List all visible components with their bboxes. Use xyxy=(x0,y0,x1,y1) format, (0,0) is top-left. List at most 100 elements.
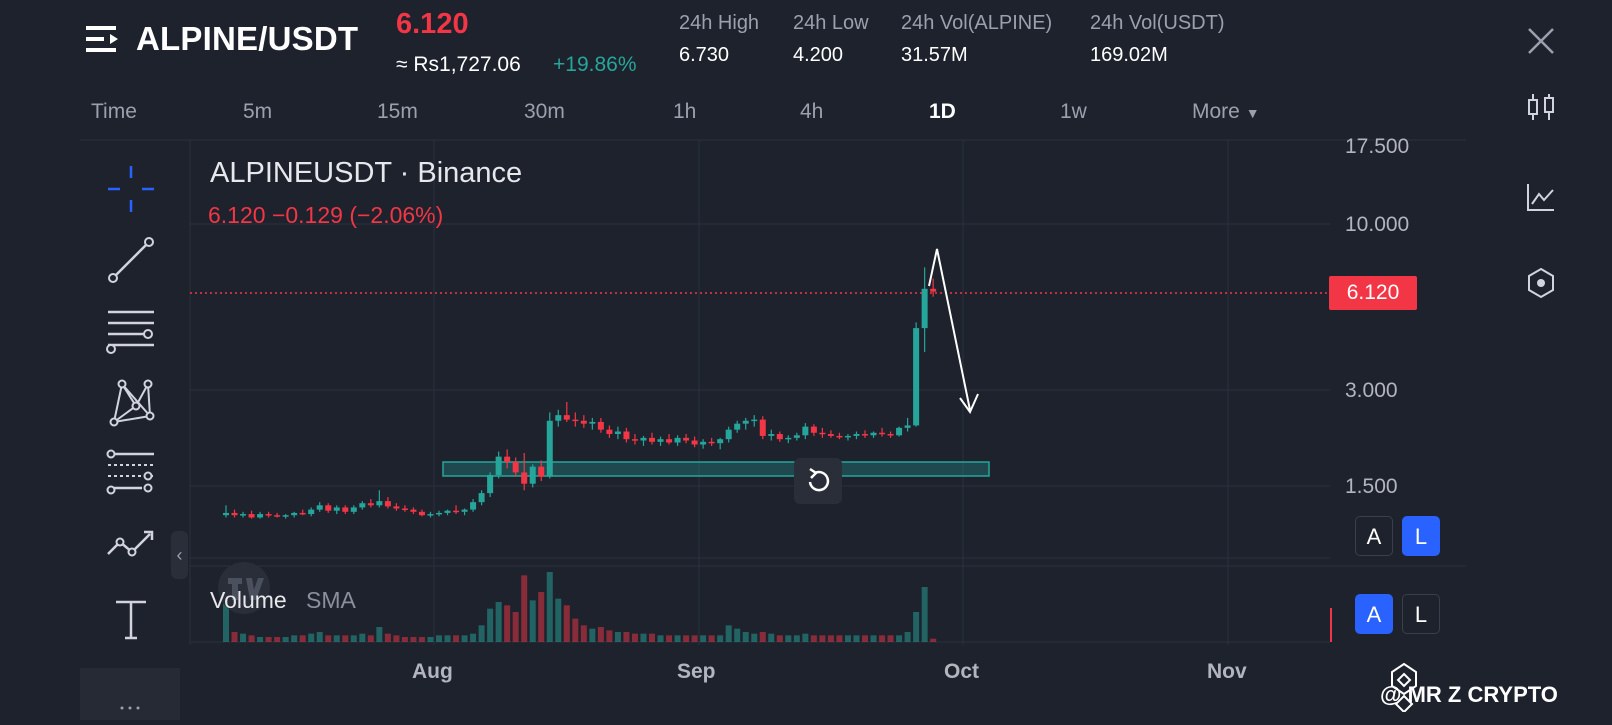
volume-bar xyxy=(538,592,545,642)
tf-15m[interactable]: 15m xyxy=(377,100,418,123)
volume-bar xyxy=(742,632,749,642)
volume-log-scale-button[interactable]: L xyxy=(1402,594,1440,634)
price-auto-scale-button[interactable]: A xyxy=(1355,516,1393,556)
volume-bar xyxy=(333,635,340,642)
tf-5m[interactable]: 5m xyxy=(243,100,273,123)
candle xyxy=(768,434,775,436)
candle xyxy=(691,440,698,445)
candle xyxy=(640,437,647,441)
candle xyxy=(862,434,868,436)
candle xyxy=(666,439,673,443)
volume-bar xyxy=(580,625,587,642)
tf-30m[interactable]: 30m xyxy=(524,100,565,123)
pair-title[interactable]: ALPINE/USDT xyxy=(136,20,359,57)
candle xyxy=(308,509,315,515)
candle xyxy=(734,423,741,430)
tf-time[interactable]: Time xyxy=(91,100,137,123)
stat-label-low: 24h Low xyxy=(793,12,869,34)
volume-bar xyxy=(691,635,698,642)
candle xyxy=(623,431,630,440)
volume-bars xyxy=(223,572,937,642)
volume-bar xyxy=(436,635,442,642)
volume-bar xyxy=(350,635,357,642)
candle xyxy=(453,510,460,513)
pattern-icon[interactable] xyxy=(104,376,158,430)
volume-bar xyxy=(504,605,511,642)
candle xyxy=(683,437,690,441)
stat-value-high: 6.730 xyxy=(679,44,730,66)
volume-bar xyxy=(274,637,281,642)
candle xyxy=(384,501,391,507)
collapse-toolbar-button[interactable]: ‹ xyxy=(171,531,188,579)
candle xyxy=(495,456,502,475)
volume-bar xyxy=(717,635,724,642)
close-icon[interactable] xyxy=(1524,24,1558,58)
candle xyxy=(887,434,894,436)
tf-more[interactable]: More ▼ xyxy=(1192,100,1260,124)
tf-4h[interactable]: 4h xyxy=(800,100,824,123)
chart-ohlc-change: 6.120 −0.129 (−2.06%) xyxy=(208,202,444,228)
y-tick: 3.000 xyxy=(1345,379,1398,402)
candle xyxy=(470,502,477,510)
y-tick: 10.000 xyxy=(1345,213,1410,236)
tf-1w[interactable]: 1w xyxy=(1060,100,1087,123)
menu-icon[interactable] xyxy=(86,24,122,56)
tf-1d[interactable]: 1D xyxy=(929,100,956,123)
settings-hex-icon[interactable] xyxy=(1524,266,1558,300)
x-tick: Sep xyxy=(677,660,716,683)
volume-bar xyxy=(606,630,613,642)
candle xyxy=(248,514,255,518)
tf-1h[interactable]: 1h xyxy=(673,100,697,123)
volume-bar xyxy=(248,635,255,642)
candle xyxy=(563,415,570,420)
toolbar-more[interactable] xyxy=(79,668,180,725)
forecast-icon[interactable] xyxy=(104,520,158,574)
candle xyxy=(265,514,272,516)
candle xyxy=(759,419,766,436)
volume-bar xyxy=(827,635,834,642)
volume-bar xyxy=(862,635,868,642)
reset-chart-button[interactable] xyxy=(794,458,842,504)
candle xyxy=(427,514,434,516)
arrow-annotation[interactable] xyxy=(928,248,979,415)
volume-bar xyxy=(751,633,758,642)
volume-bar xyxy=(597,627,604,642)
indicators-icon[interactable] xyxy=(1524,180,1558,214)
crosshair-icon[interactable] xyxy=(104,162,158,216)
candle xyxy=(785,437,792,440)
candle xyxy=(930,288,937,292)
fib-icon[interactable] xyxy=(104,448,158,502)
candle xyxy=(572,419,579,422)
price-log-scale-button[interactable]: L xyxy=(1402,516,1440,556)
candle xyxy=(291,512,298,516)
candle xyxy=(393,506,400,509)
stat-label-vol-alpine: 24h Vol(ALPINE) xyxy=(901,12,1053,34)
trend-line-icon[interactable] xyxy=(104,233,158,287)
candle xyxy=(836,435,843,438)
watermark: @ MR Z CRYPTO xyxy=(1380,682,1558,707)
y-tick: 17.500 xyxy=(1345,135,1410,158)
volume-bar xyxy=(240,633,247,642)
volume-bar xyxy=(453,635,460,642)
parallel-channel-icon[interactable] xyxy=(104,304,158,358)
volume-bar xyxy=(623,632,630,642)
support-zone[interactable] xyxy=(442,461,990,477)
candle xyxy=(844,435,851,438)
volume-auto-scale-button[interactable]: A xyxy=(1355,594,1393,634)
candle xyxy=(461,509,468,512)
candles xyxy=(223,267,937,519)
text-icon[interactable] xyxy=(104,592,158,646)
candle xyxy=(853,434,860,436)
volume-bar xyxy=(853,635,860,642)
volume-bar xyxy=(700,635,707,642)
candles-icon[interactable] xyxy=(1524,90,1558,124)
candle xyxy=(802,426,809,436)
stat-value-vol-alpine: 31.57M xyxy=(901,44,968,66)
chevron-down-icon: ▼ xyxy=(1245,105,1260,121)
volume-bar xyxy=(589,628,596,642)
y-tick: 1.500 xyxy=(1345,475,1398,498)
candle xyxy=(921,288,928,329)
volume-bar xyxy=(768,633,775,642)
volume-bar xyxy=(478,625,485,642)
